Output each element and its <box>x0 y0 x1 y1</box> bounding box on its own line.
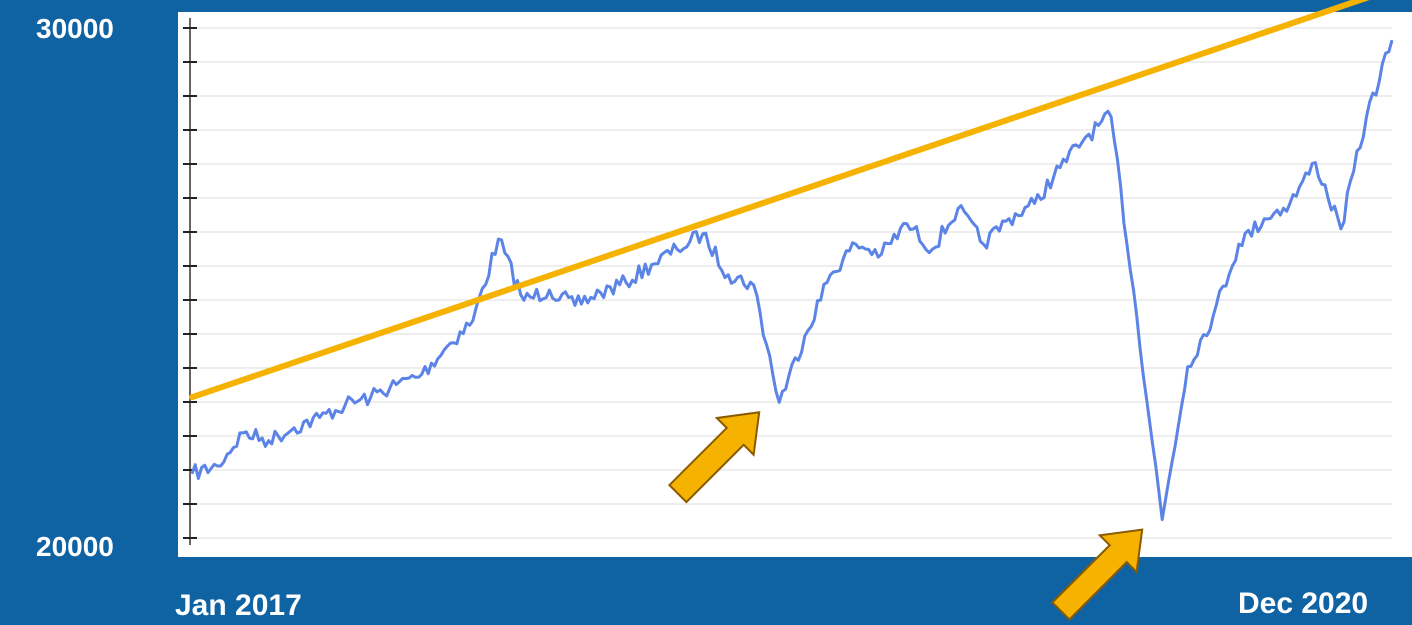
x-tick-label-end: Dec 2020 <box>1238 587 1368 620</box>
y-tick-label-bottom: 20000 <box>36 531 114 562</box>
x-tick-label-start: Jan 2017 <box>175 589 302 622</box>
annotation-arrow-2 <box>1050 528 1144 621</box>
y-tick-label-top: 30000 <box>36 13 114 44</box>
trend-line <box>189 0 1370 401</box>
annotation-arrow-1 <box>667 411 761 504</box>
y-axis-ticks <box>183 27 197 539</box>
annotation-arrows <box>667 411 1144 621</box>
plot-area <box>178 12 1412 557</box>
series-line <box>190 39 1394 522</box>
